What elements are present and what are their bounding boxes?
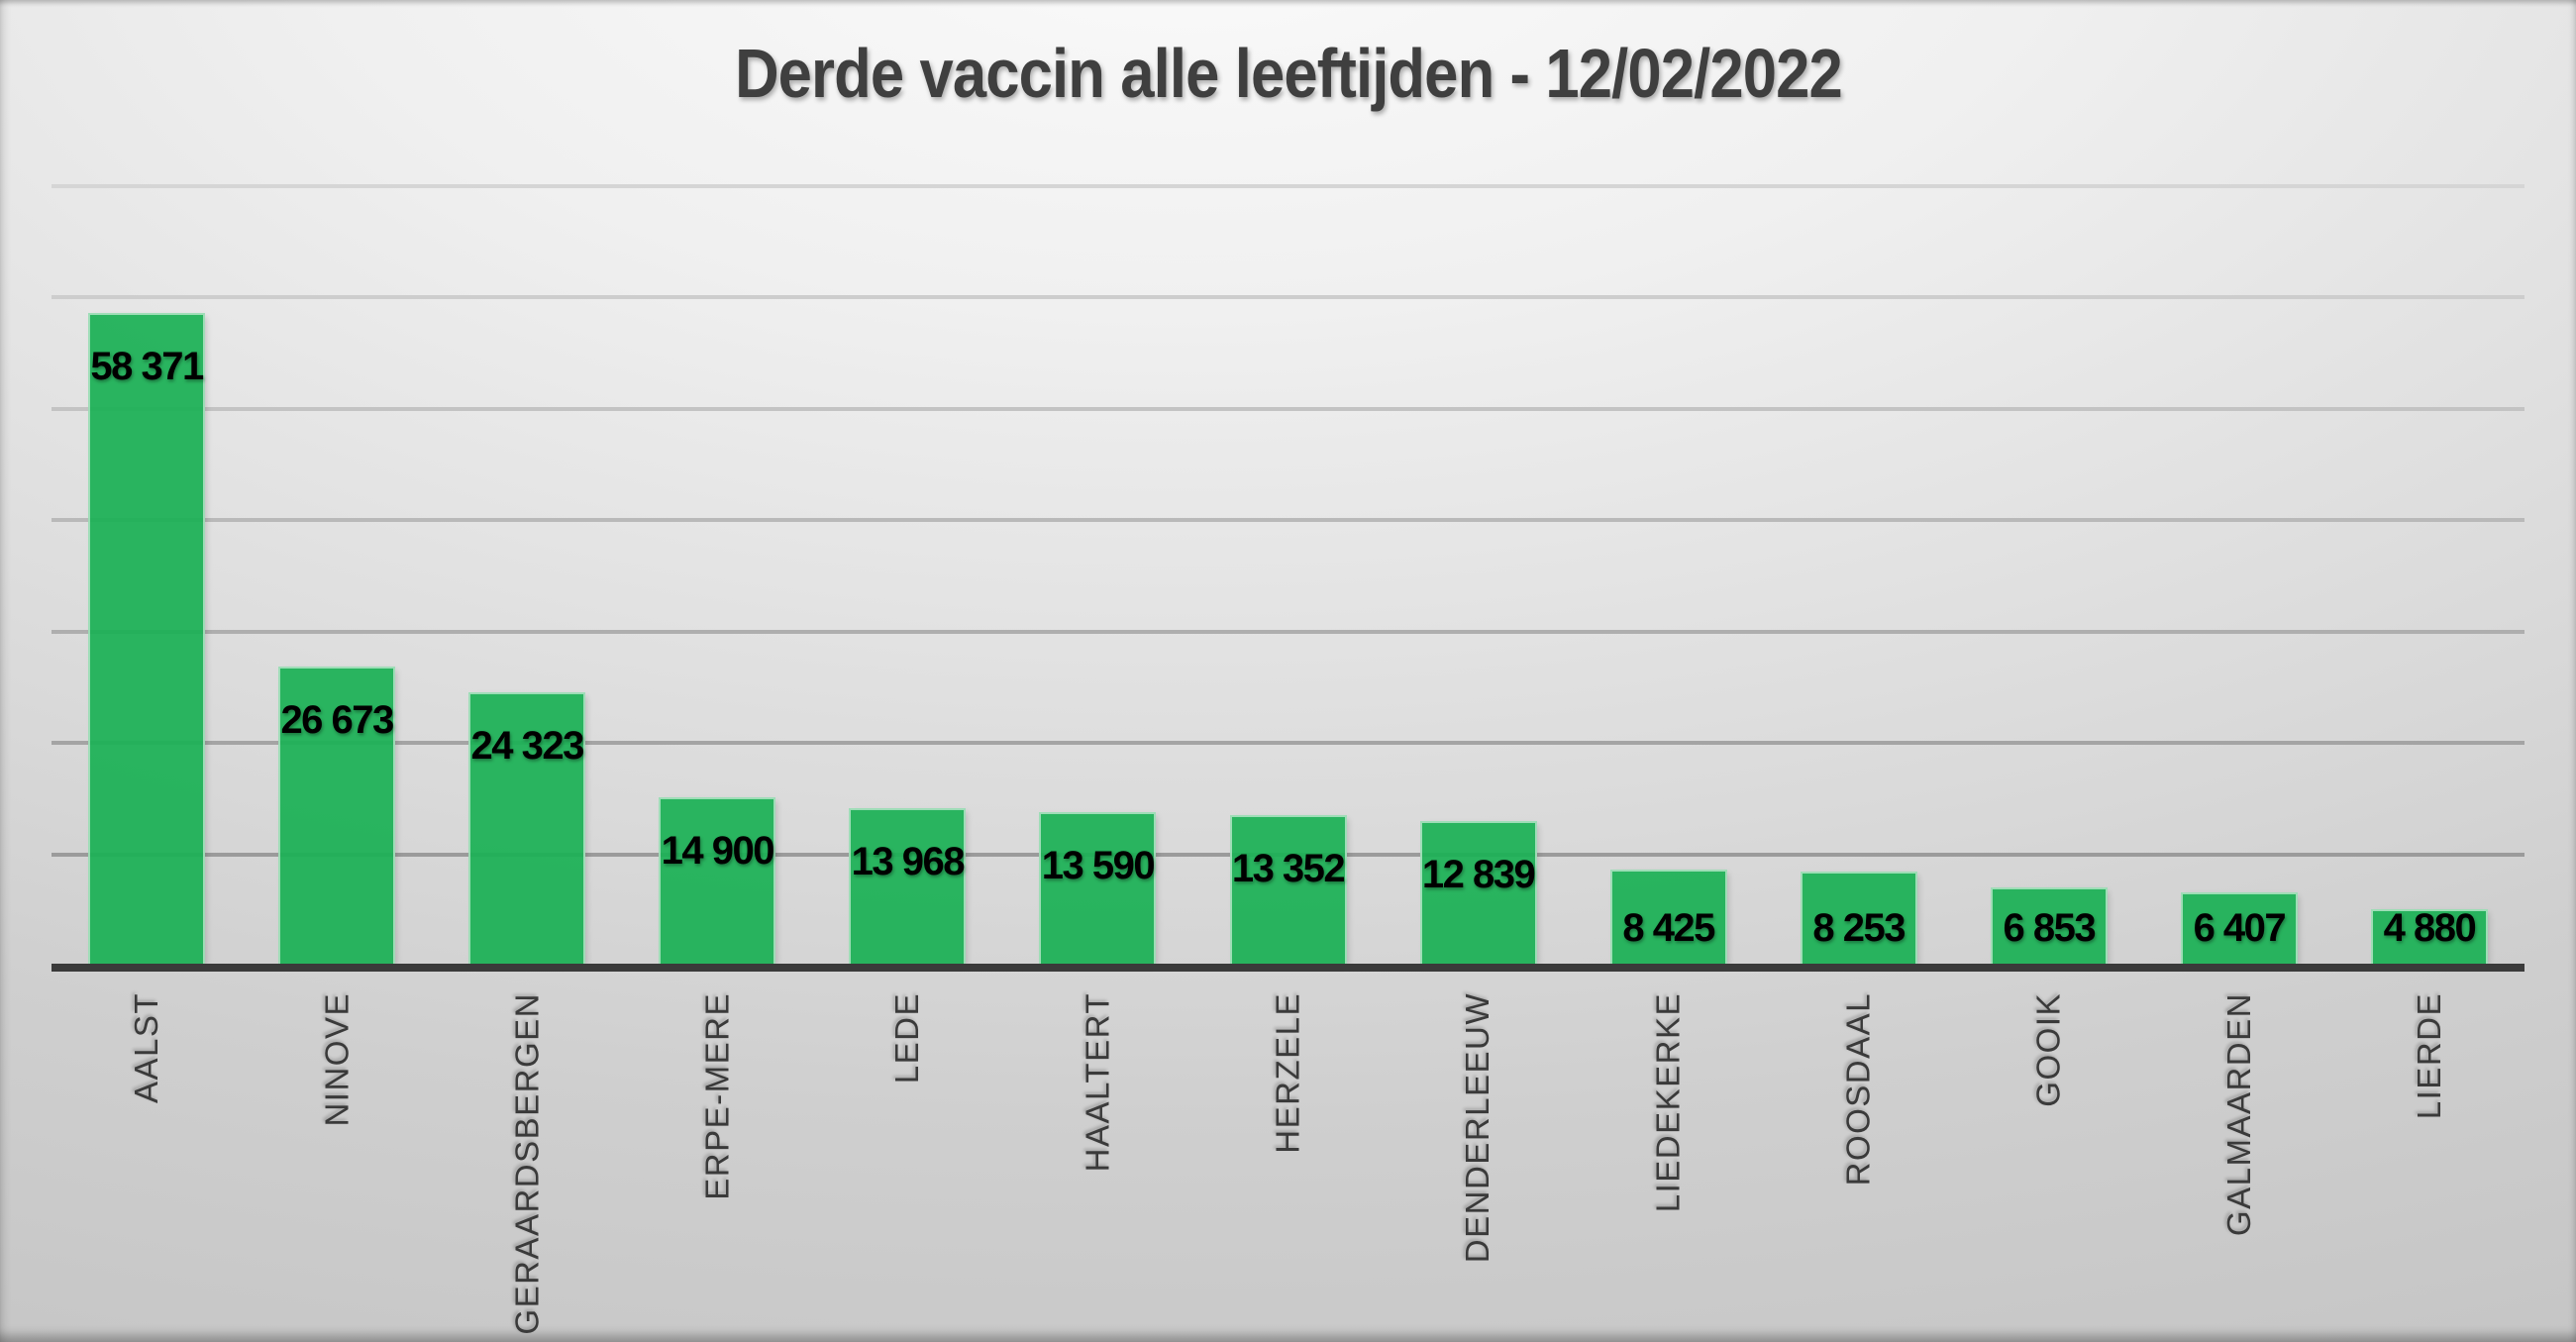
value-label-galmaarden: 6 407 (2193, 905, 2287, 950)
bar-herzele: 13 352 (1229, 814, 1347, 966)
bar-erpe-mere: 14 900 (659, 797, 776, 966)
value-label-haaltert: 13 590 (1041, 844, 1156, 888)
bar-aalst: 58 371 (88, 313, 206, 966)
category-label-denderleeuw: DENDERLEEUW (1459, 992, 1496, 1264)
category-label-erpe-mere: ERPE-MERE (698, 992, 736, 1200)
category-label-aalst: AALST (128, 992, 165, 1104)
gridline-70000 (52, 183, 2524, 188)
bar-geraardsbergen: 24 323 (468, 692, 586, 966)
category-label-galmaarden: GALMAARDEN (2219, 992, 2257, 1237)
value-label-gooik: 6 853 (2003, 905, 2096, 950)
bar-denderleeuw: 12 839 (1419, 820, 1537, 966)
bar-lede: 13 968 (849, 807, 967, 966)
bar-gooik: 6 853 (1990, 886, 2108, 966)
category-label-ninove: NINOVE (318, 992, 356, 1127)
value-label-erpe-mere: 14 900 (661, 829, 775, 874)
gridline-60000 (52, 295, 2524, 299)
value-label-liedekerke: 8 425 (1622, 906, 1715, 950)
category-label-haaltert: HAALTERT (1079, 992, 1116, 1173)
value-label-geraardsbergen: 24 323 (470, 724, 585, 769)
value-label-aalst: 58 371 (90, 345, 204, 389)
category-label-lede: LEDE (888, 992, 926, 1084)
category-label-gooik: GOOIK (2029, 992, 2067, 1107)
category-label-lierde: LIERDE (2410, 992, 2447, 1120)
bar-galmaarden: 6 407 (2180, 891, 2298, 966)
value-label-roosdaal: 8 253 (1812, 905, 1906, 950)
category-label-geraardsbergen: GERAARDSBERGEN (508, 992, 546, 1335)
category-label-liedekerke: LIEDEKERKE (1649, 992, 1687, 1213)
gridline-50000 (52, 406, 2524, 411)
value-label-herzele: 13 352 (1231, 846, 1346, 890)
value-label-ninove: 26 673 (280, 697, 394, 742)
gridline-20000 (52, 741, 2524, 745)
bar-lierde: 4 880 (2370, 906, 2488, 966)
bar-liedekerke: 8 425 (1609, 870, 1727, 966)
bar-ninove: 26 673 (278, 666, 396, 966)
category-label-herzele: HERZELE (1269, 992, 1306, 1154)
gridline-40000 (52, 518, 2524, 522)
bar-roosdaal: 8 253 (1800, 872, 1917, 966)
bar-haaltert: 13 590 (1039, 812, 1157, 966)
chart-title: Derde vaccin alle leeftijden - 12/02/202… (734, 35, 1843, 112)
category-label-roosdaal: ROOSDAAL (1839, 992, 1877, 1187)
value-label-lede: 13 968 (851, 839, 966, 883)
gridline-30000 (52, 629, 2524, 634)
value-label-denderleeuw: 12 839 (1421, 852, 1536, 896)
value-label-lierde: 4 880 (2383, 906, 2477, 950)
x-axis-line (52, 964, 2524, 972)
